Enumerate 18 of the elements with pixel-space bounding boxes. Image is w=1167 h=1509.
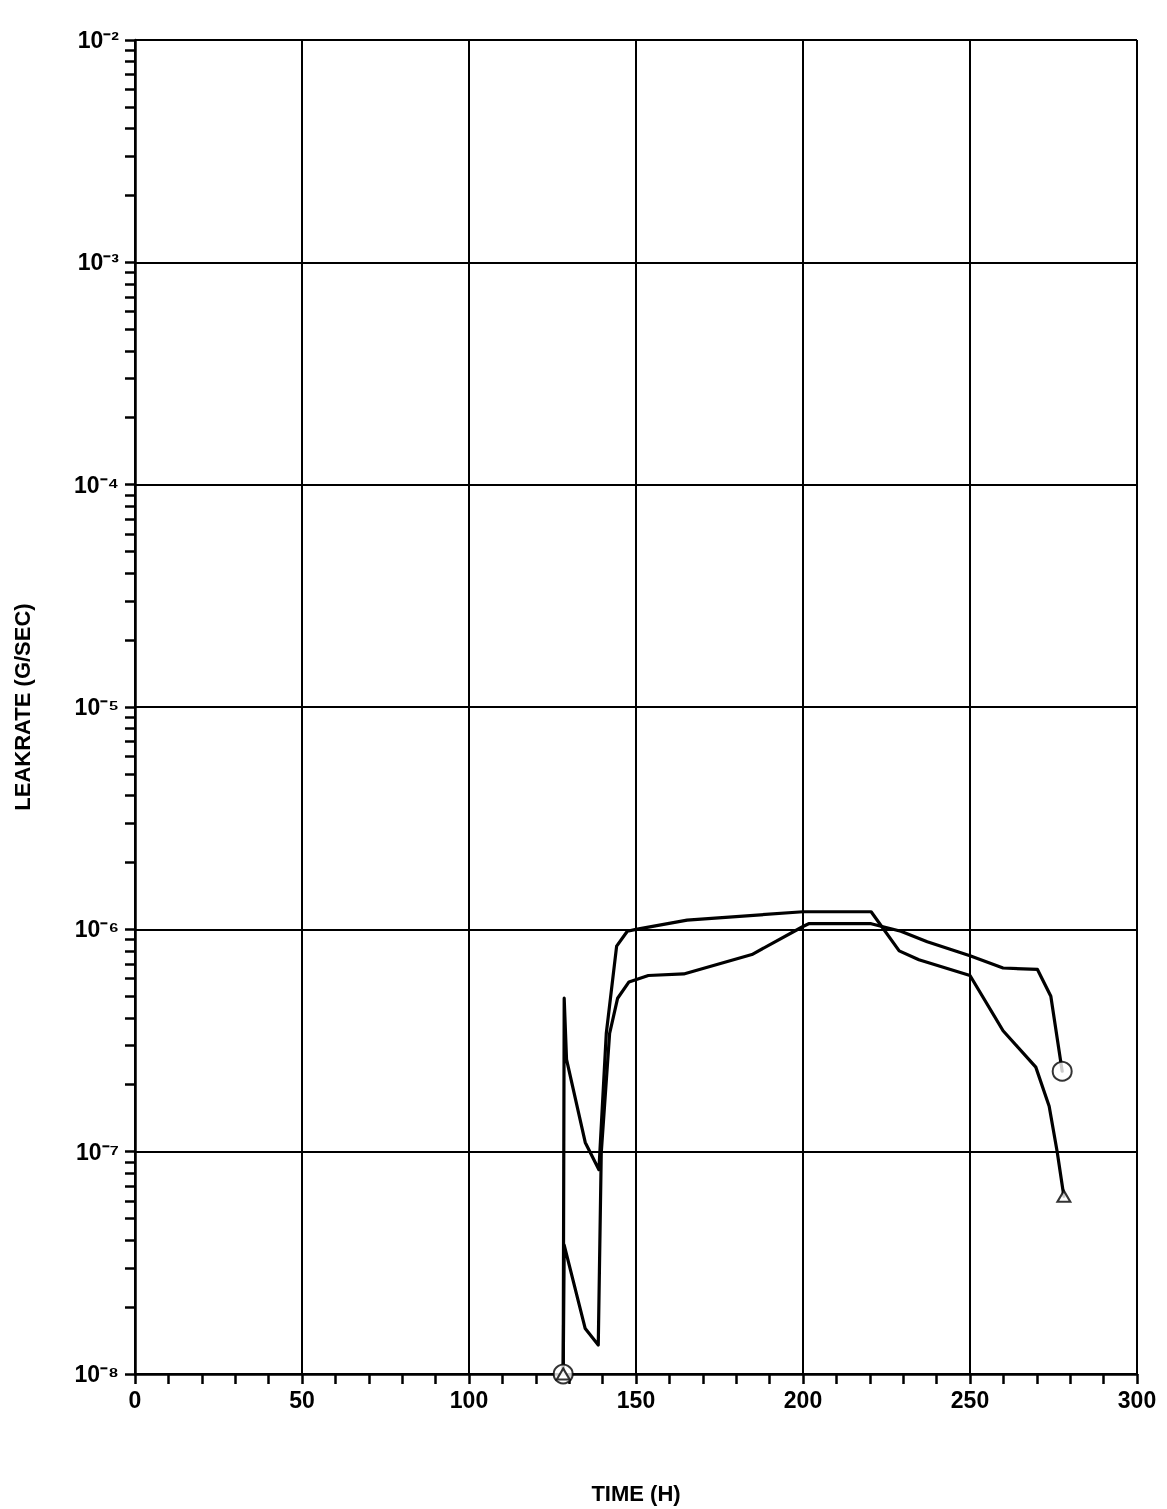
x-tick-label: 0	[128, 1386, 142, 1413]
y-tick-label: 10⁻³	[77, 249, 120, 276]
x-tick-label: 250	[950, 1386, 990, 1413]
x-tick-label: 200	[783, 1386, 823, 1413]
x-axis-title: TIME (H)	[591, 1480, 681, 1506]
y-tick-label: 10⁻⁵	[74, 694, 119, 720]
point	[1051, 1060, 1073, 1082]
x-tick-label: 100	[449, 1386, 489, 1413]
y-tick-label: 10⁻⁶	[74, 916, 119, 943]
x-tick-label: 50	[289, 1386, 315, 1413]
point	[1056, 1189, 1072, 1203]
y-tick-label: 10⁻²	[77, 27, 120, 53]
y-tick-label: 10⁻⁸	[74, 1361, 119, 1387]
x-tick-label: 300	[1117, 1386, 1157, 1413]
y-tick-label: 10⁻⁷	[75, 1138, 119, 1165]
y-axis-title: LEAKRATE (G/SEC)	[9, 603, 35, 811]
x-tick-label: 150	[616, 1386, 656, 1413]
y-tick-label: 10⁻⁴	[74, 471, 119, 498]
